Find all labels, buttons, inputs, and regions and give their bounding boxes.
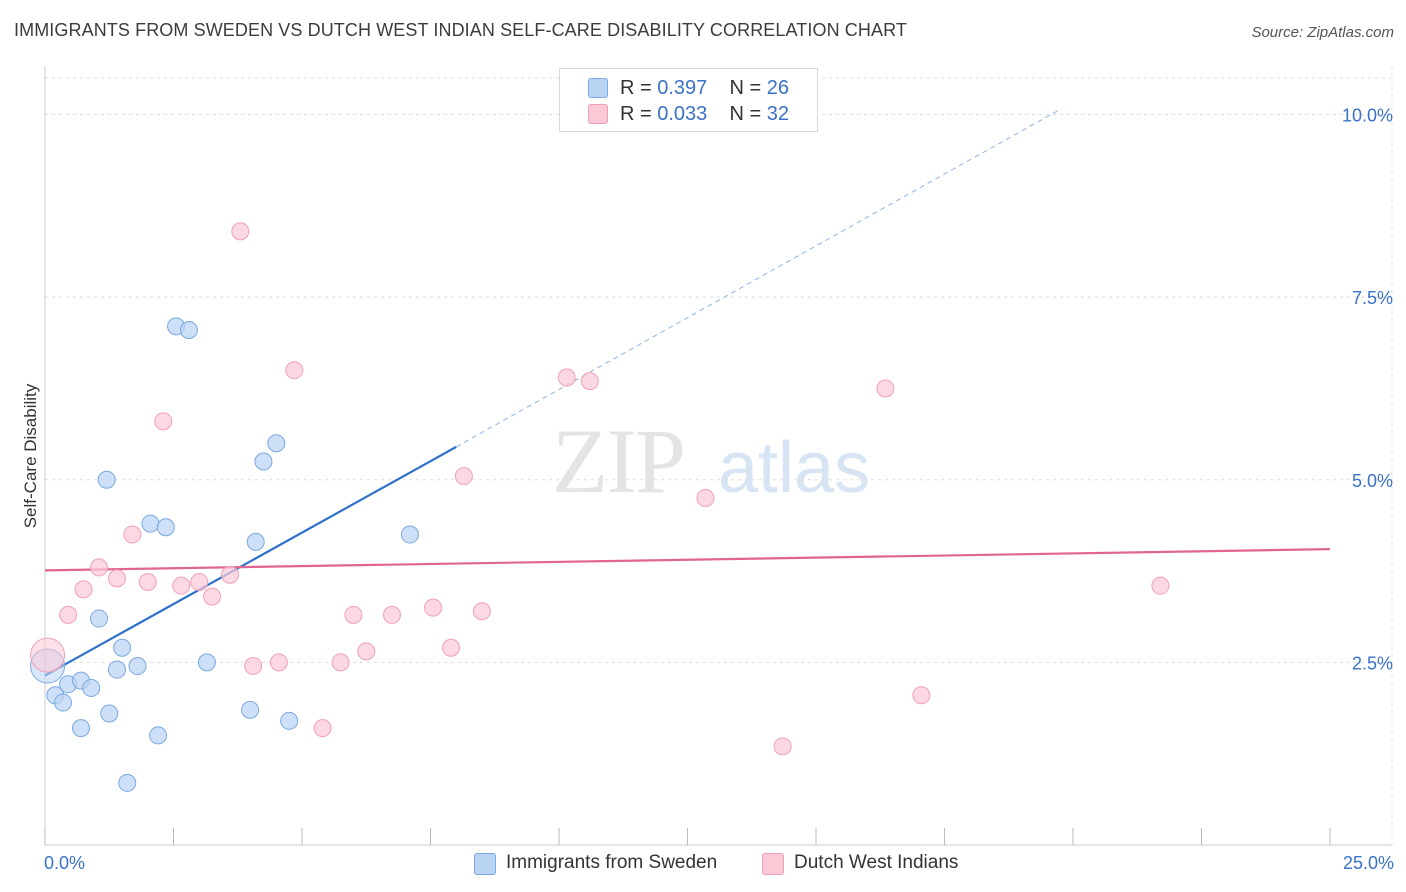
- point-dutch: [557, 368, 576, 387]
- point-sweden: [118, 773, 137, 792]
- axes: [44, 66, 1392, 846]
- legend-swatch-dutch: [588, 104, 608, 124]
- point-dutch: [138, 573, 157, 592]
- point-sweden: [89, 609, 108, 628]
- point-sweden: [71, 719, 90, 738]
- point-dutch: [123, 525, 142, 544]
- point-dutch: [74, 580, 93, 599]
- point-dutch: [59, 605, 78, 624]
- bottom-legend-swatch-sweden: [474, 853, 496, 875]
- point-dutch: [912, 686, 931, 705]
- legend-r-value: 0.397: [657, 77, 708, 99]
- point-dutch: [357, 642, 376, 661]
- point-sweden: [156, 518, 175, 537]
- point-dutch: [313, 719, 332, 738]
- legend: R = 0.397 N = 26 R = 0.033 N = 32: [559, 68, 818, 132]
- watermark-zip: ZIP: [552, 410, 684, 512]
- point-dutch: [472, 602, 491, 621]
- point-dutch: [244, 657, 263, 676]
- point-sweden: [100, 704, 119, 723]
- point-sweden: [128, 657, 147, 676]
- point-dutch: [331, 653, 350, 672]
- point-dutch: [190, 573, 209, 592]
- data-points: [30, 222, 1170, 792]
- point-sweden: [254, 452, 273, 471]
- point-dutch: [107, 569, 126, 588]
- source-note: Source: ZipAtlas.com: [1251, 24, 1394, 41]
- bottom-legend-label-sweden: Immigrants from Sweden: [506, 852, 718, 873]
- legend-r-label: R =: [620, 103, 658, 125]
- point-dutch: [172, 576, 191, 595]
- trend-line-dutch: [44, 548, 1331, 572]
- y-axis-label: Self-Care Disability: [21, 383, 40, 529]
- x-tick-label-max: 25.0%: [1343, 853, 1394, 873]
- legend-n-value: 26: [766, 77, 790, 99]
- y-tick-label: 5.0%: [1352, 471, 1393, 491]
- point-sweden: [97, 470, 116, 489]
- point-dutch: [221, 565, 240, 584]
- legend-n-label: N =: [729, 77, 767, 99]
- legend-swatch-sweden: [588, 78, 608, 98]
- point-sweden: [280, 711, 299, 730]
- point-sweden: [107, 660, 126, 679]
- point-dutch: [30, 637, 66, 673]
- point-sweden: [197, 653, 216, 672]
- watermark-atlas: atlas: [718, 428, 870, 508]
- y-tick-label: 10.0%: [1342, 106, 1393, 126]
- point-sweden: [179, 321, 198, 340]
- point-dutch: [773, 737, 792, 756]
- legend-r-label: R =: [620, 77, 658, 99]
- point-dutch: [454, 467, 473, 486]
- point-sweden: [400, 525, 419, 544]
- trend-line-sweden-extension: [455, 110, 1058, 448]
- point-dutch: [442, 638, 461, 657]
- y-tick-label: 7.5%: [1352, 288, 1393, 308]
- point-dutch: [382, 605, 401, 624]
- bottom-legend-swatch-dutch: [762, 853, 784, 875]
- tick-labels: 2.5% 5.0% 7.5% 10.0% 0.0% 25.0%: [44, 106, 1394, 873]
- point-dutch: [424, 598, 443, 617]
- point-sweden: [241, 700, 260, 719]
- point-dutch: [1151, 576, 1170, 595]
- point-dutch: [269, 653, 288, 672]
- point-dutch: [89, 558, 108, 577]
- legend-r-value: 0.033: [657, 103, 708, 125]
- point-dutch: [154, 412, 173, 431]
- trend-lines: [44, 110, 1331, 677]
- point-sweden: [53, 693, 72, 712]
- point-dutch: [580, 372, 599, 391]
- point-sweden: [113, 638, 132, 657]
- point-dutch: [285, 361, 304, 380]
- trend-line-sweden: [44, 445, 457, 677]
- point-dutch: [203, 587, 222, 606]
- legend-n-label: N =: [729, 103, 767, 125]
- chart-title: IMMIGRANTS FROM SWEDEN VS DUTCH WEST IND…: [14, 20, 907, 40]
- point-dutch: [876, 379, 895, 398]
- bottom-legend-label-dutch: Dutch West Indians: [794, 852, 959, 873]
- y-tick-label: 2.5%: [1352, 653, 1393, 673]
- point-sweden: [246, 532, 265, 551]
- point-dutch: [344, 605, 363, 624]
- point-sweden: [82, 678, 101, 697]
- point-dutch: [696, 489, 715, 508]
- x-tick-label-min: 0.0%: [44, 853, 85, 873]
- point-dutch: [231, 222, 250, 241]
- watermark: ZIP atlas: [552, 410, 870, 512]
- point-sweden: [267, 434, 286, 453]
- point-sweden: [149, 726, 168, 745]
- legend-n-value: 32: [766, 103, 790, 125]
- point-sweden: [141, 514, 160, 533]
